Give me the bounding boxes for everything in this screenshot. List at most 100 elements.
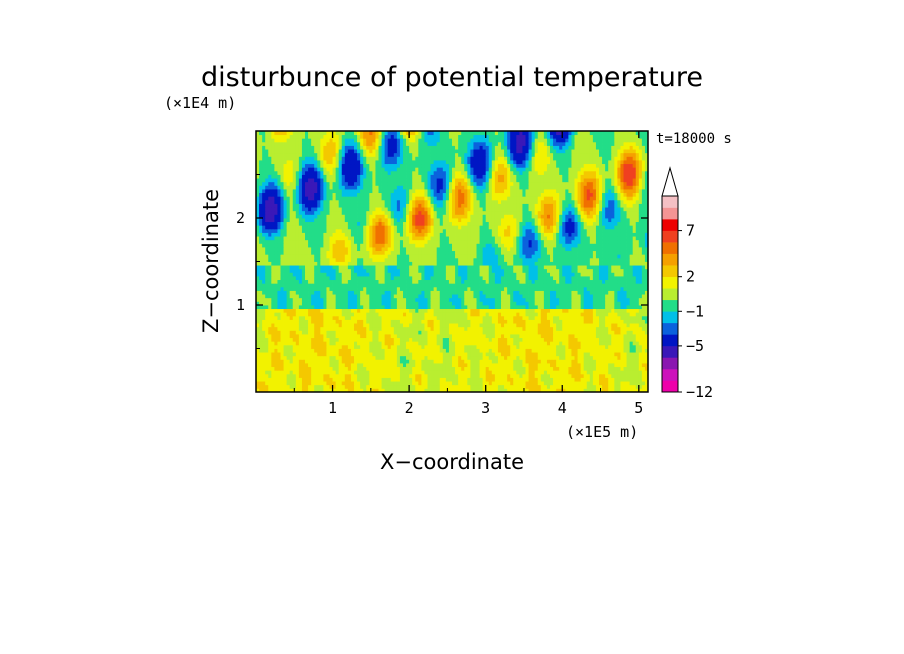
heatmap-cell (592, 312, 597, 317)
heatmap-cell (455, 312, 459, 317)
heatmap-cell (638, 290, 643, 295)
heatmap-cell (626, 297, 631, 302)
heatmap-cell (439, 359, 444, 364)
heatmap-cell (602, 373, 606, 378)
heatmap-cell (378, 366, 382, 371)
heatmap-cell (418, 308, 422, 313)
heatmap-cell (406, 381, 410, 386)
heatmap-cell (274, 261, 278, 266)
heatmap-cell (644, 315, 648, 320)
heatmap-cell (323, 268, 327, 273)
heatmap-cell (635, 272, 640, 277)
heatmap-cell (403, 254, 407, 259)
heatmap-cell (415, 272, 419, 277)
heatmap-cell (488, 294, 493, 299)
heatmap-cell (430, 308, 435, 313)
heatmap-cell (531, 294, 536, 299)
heatmap-cell (504, 290, 508, 295)
heatmap-cell (329, 261, 333, 266)
heatmap-cell (534, 377, 539, 382)
heatmap-cell (256, 384, 260, 389)
heatmap-cell (268, 381, 272, 386)
heatmap-cell (442, 261, 447, 266)
heatmap-cell (375, 352, 379, 357)
heatmap-cell (396, 341, 401, 346)
heatmap-cell (442, 286, 447, 291)
heatmap-cell (470, 388, 474, 392)
heatmap-cell (341, 290, 346, 295)
heatmap-cell (565, 373, 569, 378)
heatmap-cell (540, 286, 545, 291)
heatmap-cell (608, 308, 612, 313)
heatmap-cell (580, 265, 585, 270)
heatmap-cell (562, 294, 566, 299)
heatmap-cell (415, 305, 419, 310)
heatmap-cell (357, 337, 361, 342)
heatmap-cell (513, 283, 517, 288)
heatmap-cell (602, 305, 606, 310)
heatmap-cell (568, 265, 572, 270)
heatmap-cell (586, 254, 591, 259)
heatmap-cell (452, 315, 456, 320)
heatmap-cell (565, 359, 569, 364)
heatmap-cell (298, 279, 303, 284)
heatmap-cell (592, 297, 597, 302)
heatmap-cell (271, 268, 275, 273)
heatmap-cell (473, 308, 477, 313)
heatmap-cell (516, 334, 520, 339)
heatmap-cell (347, 276, 352, 281)
heatmap-cell (399, 377, 404, 382)
heatmap-cell (467, 341, 471, 346)
heatmap-cell (381, 330, 386, 335)
heatmap-cell (341, 330, 346, 335)
heatmap-cell (259, 265, 263, 270)
heatmap-cell (436, 348, 441, 353)
heatmap-cell (519, 355, 523, 360)
heatmap-cell (473, 377, 477, 382)
heatmap-cell (363, 308, 367, 313)
heatmap-cell (482, 279, 487, 284)
heatmap-cell (305, 348, 309, 353)
heatmap-cell (335, 334, 340, 339)
heatmap-cell (592, 334, 597, 339)
heatmap-cell (396, 319, 401, 324)
heatmap-cell (384, 261, 389, 266)
heatmap-cell (344, 377, 349, 382)
heatmap-cell (580, 305, 585, 310)
heatmap-cell (592, 276, 597, 281)
heatmap-cell (534, 341, 539, 346)
heatmap-cell (455, 344, 459, 349)
heatmap-cell (626, 337, 631, 342)
heatmap-cell (476, 297, 480, 302)
heatmap-cell (366, 344, 370, 349)
heatmap-cell (406, 352, 410, 357)
heatmap-cell (393, 384, 398, 389)
heatmap-cell (482, 254, 487, 259)
heatmap-cell (473, 268, 477, 273)
heatmap-cell (644, 257, 648, 262)
heatmap-cell (525, 341, 529, 346)
heatmap-cell (283, 261, 288, 266)
heatmap-cell (308, 334, 312, 339)
heatmap-cell (347, 305, 352, 310)
heatmap-cell (497, 330, 502, 335)
heatmap-cell (571, 337, 575, 342)
heatmap-cell (516, 257, 520, 262)
heatmap-cell (556, 359, 560, 364)
heatmap-cell (295, 326, 300, 331)
heatmap-cell (399, 388, 404, 392)
heatmap-cell (259, 308, 263, 313)
heatmap-cell (617, 348, 621, 353)
heatmap-cell (409, 286, 413, 291)
heatmap-cell (415, 301, 419, 306)
heatmap-cell (396, 301, 401, 306)
heatmap-cell (476, 377, 480, 382)
heatmap-cell (546, 381, 551, 386)
heatmap-cell (344, 388, 349, 392)
heatmap-cell (528, 272, 533, 277)
heatmap-cell (485, 377, 490, 382)
heatmap-cell (501, 352, 505, 357)
heatmap-cell (311, 381, 315, 386)
heatmap-cell (574, 373, 578, 378)
heatmap-cell (372, 366, 376, 371)
